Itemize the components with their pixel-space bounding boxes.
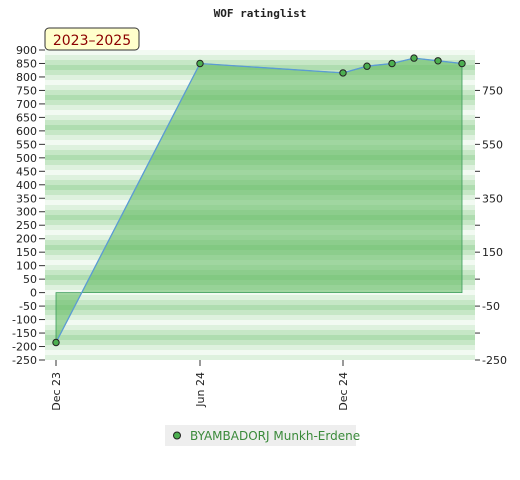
- legend-label: BYAMBADORJ Munkh-Erdene: [190, 429, 360, 443]
- y-left-tick-label: 700: [16, 98, 37, 111]
- y-left-tick-label: -150: [12, 327, 37, 340]
- y-axis-left: 9008508007507006506005505004504003503002…: [12, 44, 45, 367]
- y-right-tick-label: -50: [482, 300, 500, 313]
- y-left-tick-label: 350: [16, 192, 37, 205]
- period-badge-text: 2023–2025: [53, 33, 131, 49]
- y-left-tick-label: 250: [16, 219, 37, 232]
- legend[interactable]: BYAMBADORJ Munkh-Erdene: [165, 425, 360, 446]
- band: [45, 310, 475, 315]
- band: [45, 350, 475, 355]
- y-left-tick-label: 400: [16, 179, 37, 192]
- data-point-2[interactable]: [339, 69, 347, 77]
- y-left-tick-label: 850: [16, 58, 37, 71]
- band: [45, 330, 475, 335]
- y-axis-right: 750 550 350 150 -50 -250: [475, 62, 507, 367]
- y-left-tick-label: -200: [12, 341, 37, 354]
- y-right-tick-label: 150: [482, 246, 503, 259]
- band: [45, 55, 475, 60]
- period-badge: 2023–2025: [44, 27, 140, 51]
- data-point-4[interactable]: [388, 59, 396, 68]
- y-left-tick-label: 50: [23, 273, 37, 286]
- y-left-tick-label: 200: [16, 233, 37, 246]
- x-tick-label: Dec 24: [337, 372, 350, 411]
- y-left-tick-label: 150: [16, 246, 37, 259]
- data-point-1[interactable]: [196, 59, 204, 68]
- band: [45, 345, 475, 350]
- band: [45, 305, 475, 310]
- band: [45, 320, 475, 325]
- band: [45, 355, 475, 360]
- y-right-tick-label: 350: [482, 192, 503, 205]
- y-left-tick-label: 550: [16, 138, 37, 151]
- data-markers: [52, 54, 466, 347]
- y-right-tick-label: 750: [482, 84, 503, 97]
- y-left-tick-label: -250: [12, 354, 37, 367]
- y-left-tick-label: 900: [16, 44, 37, 57]
- y-left-tick-label: 500: [16, 152, 37, 165]
- data-point-6[interactable]: [434, 57, 442, 65]
- band: [45, 315, 475, 320]
- chart-title: WOF ratinglist: [214, 7, 307, 20]
- y-left-tick-label: 750: [16, 84, 37, 97]
- band: [45, 50, 475, 55]
- band: [45, 300, 475, 305]
- y-right-tick-label: -250: [482, 354, 507, 367]
- band: [45, 295, 475, 300]
- x-tick-label: Jun 24: [194, 372, 207, 408]
- band: [45, 340, 475, 345]
- y-left-tick-label: 450: [16, 165, 37, 178]
- y-left-tick-label: -50: [19, 300, 37, 313]
- y-left-tick-label: 600: [16, 125, 37, 138]
- data-point-7[interactable]: [458, 59, 466, 68]
- y-left-tick-label: 100: [16, 260, 37, 273]
- y-left-tick-label: -100: [12, 314, 37, 327]
- band: [45, 335, 475, 340]
- band: [45, 325, 475, 330]
- band: [45, 60, 475, 65]
- legend-marker: [173, 431, 181, 440]
- data-point-0[interactable]: [52, 338, 60, 347]
- data-point-3[interactable]: [363, 62, 371, 70]
- y-left-tick-label: 800: [16, 71, 37, 84]
- x-tick-label: Dec 23: [50, 372, 63, 411]
- y-left-tick-label: 300: [16, 206, 37, 219]
- y-left-tick-label: 0: [30, 287, 37, 300]
- y-right-tick-label: 550: [482, 138, 503, 151]
- data-point-5[interactable]: [410, 54, 418, 62]
- y-left-tick-label: 650: [16, 111, 37, 124]
- x-axis: Dec 23 Jun 24 Dec 24: [50, 360, 350, 411]
- rating-line: [55, 57, 463, 343]
